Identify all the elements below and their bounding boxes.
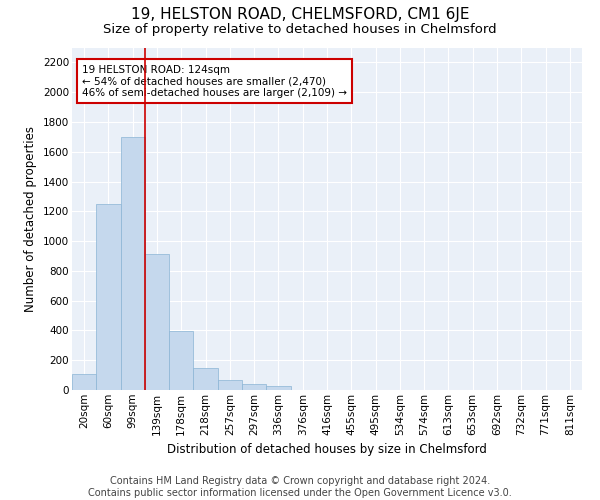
Text: 19, HELSTON ROAD, CHELMSFORD, CM1 6JE: 19, HELSTON ROAD, CHELMSFORD, CM1 6JE	[131, 8, 469, 22]
Bar	[96, 204, 121, 390]
Bar	[121, 137, 145, 390]
Text: Contains HM Land Registry data © Crown copyright and database right 2024.
Contai: Contains HM Land Registry data © Crown c…	[88, 476, 512, 498]
Bar	[145, 254, 169, 390]
Bar	[72, 374, 96, 390]
Bar	[169, 331, 193, 390]
Bar	[242, 384, 266, 390]
Bar	[266, 386, 290, 390]
Y-axis label: Number of detached properties: Number of detached properties	[25, 126, 37, 312]
X-axis label: Distribution of detached houses by size in Chelmsford: Distribution of detached houses by size …	[167, 443, 487, 456]
Bar	[218, 380, 242, 390]
Text: 19 HELSTON ROAD: 124sqm
← 54% of detached houses are smaller (2,470)
46% of semi: 19 HELSTON ROAD: 124sqm ← 54% of detache…	[82, 64, 347, 98]
Text: Size of property relative to detached houses in Chelmsford: Size of property relative to detached ho…	[103, 22, 497, 36]
Bar	[193, 368, 218, 390]
